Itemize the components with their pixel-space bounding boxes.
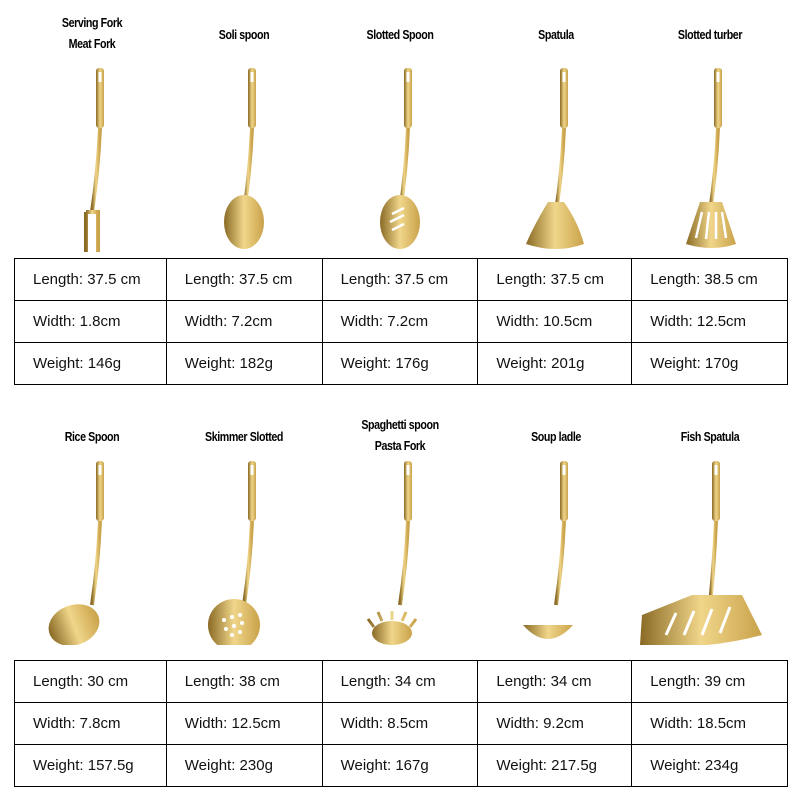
spec-cell-length: Length: 38 cm [165,660,323,703]
spec-cell-length: Length: 37.5 cm [14,258,167,301]
spatula-image [478,62,634,252]
spec-cell-width: Width: 8.5cm [321,702,479,745]
utensil-name: Slotted Spoon [336,24,464,45]
spec-cell-weight: Weight: 201g [477,342,633,385]
pasta-fork-image [322,455,478,645]
ladle-image [478,455,634,645]
spec-cell-width: Width: 12.5cm [631,300,788,343]
spec-cell-length: Length: 30 cm [14,660,167,703]
skimmer-image [166,455,322,651]
spec-cell-weight: Weight: 176g [321,342,479,385]
utensil-name: Rice Spoon [28,426,156,447]
utensil-name-line: Pasta Fork [374,438,426,453]
spec-cell-weight: Weight: 170g [631,342,788,385]
spec-cell-weight: Weight: 157.5g [14,744,167,787]
utensil-name-line: Skimmer Slotted [205,429,283,444]
spec-cell-width: Width: 9.2cm [477,702,633,745]
rice-spoon-image [14,455,170,646]
spec-cell-width: Width: 12.5cm [165,702,323,745]
utensil-name-line: Meat Fork [68,36,116,51]
spec-cell-width: Width: 7.2cm [165,300,323,343]
spec-cell-width: Width: 1.8cm [14,300,167,343]
spec-cell-weight: Weight: 217.5g [477,744,633,787]
slotted-spoon-image [322,62,478,252]
spec-cell-weight: Weight: 230g [165,744,323,787]
spec-cell-length: Length: 37.5 cm [165,258,323,301]
utensil-name-line: Spaghetti spoon [361,417,439,432]
spec-cell-width: Width: 10.5cm [477,300,633,343]
utensil-name: Spatula [492,24,620,45]
spoon-image [166,62,322,252]
spec-row-length: Length: 37.5 cm Length: 37.5 cm Length: 37… [14,258,788,301]
spec-cell-width: Width: 18.5cm [631,702,788,745]
fish-spatula-image [632,455,788,647]
spec-table: Length: 30 cm Length: 38 cm Length: 34 cm L… [14,660,788,787]
utensil-name-line: Fish Spatula [680,429,740,444]
utensil-name: Spaghetti spoon Pasta Fork [336,414,464,456]
utensil-name: Serving Fork Meat Fork [28,12,156,54]
spec-cell-length: Length: 38.5 cm [631,258,788,301]
spec-cell-length: Length: 37.5 cm [477,258,633,301]
utensil-name: Slotted turber [646,24,774,45]
spec-cell-weight: Weight: 146g [14,342,167,385]
utensil-name: Soup ladle [492,426,620,447]
utensil-name-line: Soli spoon [218,27,270,42]
spec-row-weight: Weight: 146g Weight: 182g Weight: 176g Weig… [14,342,788,385]
slotted-turner-image [632,62,788,252]
utensil-name: Soli spoon [180,24,308,45]
spec-row-length: Length: 30 cm Length: 38 cm Length: 34 cm L… [14,660,788,703]
spec-cell-length: Length: 34 cm [321,660,479,703]
utensil-name-line: Serving Fork [61,15,123,30]
spec-cell-width: Width: 7.2cm [321,300,479,343]
spec-cell-length: Length: 39 cm [631,660,788,703]
spec-table: Length: 37.5 cm Length: 37.5 cm Length: 37… [14,258,788,385]
utensil-name: Fish Spatula [646,426,774,447]
utensil-name-line: Rice Spoon [64,429,120,444]
spec-cell-length: Length: 37.5 cm [321,258,479,301]
spec-cell-width: Width: 7.8cm [14,702,167,745]
utensil-name-line: Soup ladle [531,429,581,444]
spec-row-width: Width: 7.8cm Width: 12.5cm Width: 8.5cm Wid… [14,702,788,745]
utensil-name: Skimmer Slotted [180,426,308,447]
spec-row-width: Width: 1.8cm Width: 7.2cm Width: 7.2cm Widt… [14,300,788,343]
spec-cell-weight: Weight: 234g [631,744,788,787]
utensil-name-line: Slotted Spoon [366,27,434,42]
spec-cell-weight: Weight: 182g [165,342,323,385]
spec-cell-weight: Weight: 167g [321,744,479,787]
spec-row-weight: Weight: 157.5g Weight: 230g Weight: 167g We… [14,744,788,787]
utensil-name-line: Spatula [538,27,574,42]
utensil-name-line: Slotted turber [677,27,743,42]
fork-image [14,62,170,252]
spec-cell-length: Length: 34 cm [477,660,633,703]
